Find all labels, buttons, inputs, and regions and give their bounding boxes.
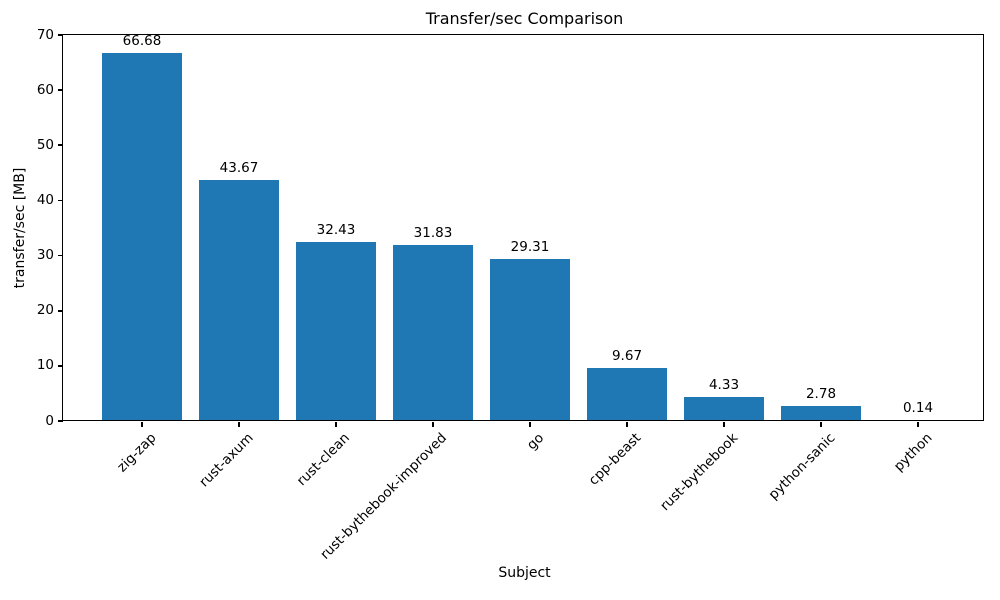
bar-value-label: 4.33 — [708, 377, 740, 394]
x-tick-mark — [141, 421, 143, 427]
x-tick-label: go — [524, 430, 548, 454]
x-tick-label: rust-clean — [294, 430, 354, 490]
bar-value-label: 29.31 — [510, 239, 550, 256]
y-tick-label: 40 — [36, 191, 54, 208]
bar — [102, 53, 182, 421]
y-tick-label: 30 — [36, 247, 54, 264]
x-tick-label: python-sanic — [765, 430, 839, 503]
bar — [684, 397, 764, 421]
y-tick-mark — [57, 89, 63, 91]
bar-value-label: 43.67 — [219, 160, 259, 177]
y-tick-label: 70 — [36, 26, 54, 43]
bar-value-label: 0.14 — [902, 400, 934, 417]
y-tick-label: 10 — [36, 357, 54, 374]
bar — [587, 367, 667, 421]
bar-value-label: 32.43 — [316, 222, 356, 239]
x-tick-label: python — [890, 430, 936, 475]
y-tick-label: 50 — [36, 136, 54, 153]
x-tick-mark — [626, 421, 628, 427]
bar-value-label: 2.78 — [805, 385, 837, 402]
bar — [393, 245, 473, 421]
x-tick-mark — [529, 421, 531, 427]
y-tick-mark — [57, 199, 63, 202]
y-tick-mark — [57, 254, 63, 257]
x-tick-mark — [335, 421, 337, 427]
y-axis-label: transfer/sec [MB] — [12, 167, 28, 289]
bar-value-label: 9.67 — [611, 347, 643, 364]
x-tick-mark — [917, 421, 919, 427]
x-tick-mark — [723, 421, 725, 427]
bar-value-label: 66.68 — [122, 33, 162, 50]
y-tick-label: 20 — [36, 302, 54, 319]
x-tick-label: cpp-beast — [585, 430, 645, 489]
x-tick-label: zig-zap — [113, 430, 160, 476]
bar — [490, 259, 570, 421]
y-tick-mark — [57, 420, 63, 422]
y-tick-mark — [57, 144, 63, 147]
y-tick-label: 0 — [45, 412, 54, 429]
x-tick-mark — [432, 421, 434, 427]
chart-title: Transfer/sec Comparison — [425, 9, 624, 28]
y-tick-label: 60 — [36, 81, 54, 98]
bar — [296, 242, 376, 421]
bar-value-label: 31.83 — [413, 225, 453, 242]
x-axis-label: Subject — [498, 565, 551, 581]
x-tick-mark — [820, 421, 822, 427]
x-tick-mark — [238, 421, 240, 427]
x-tick-label: rust-axum — [196, 430, 257, 491]
y-tick-mark — [57, 34, 63, 36]
y-tick-mark — [57, 309, 63, 312]
bar — [199, 180, 279, 421]
x-tick-label: rust-bythebook — [657, 430, 742, 515]
y-tick-mark — [57, 365, 63, 367]
bar — [781, 405, 861, 421]
